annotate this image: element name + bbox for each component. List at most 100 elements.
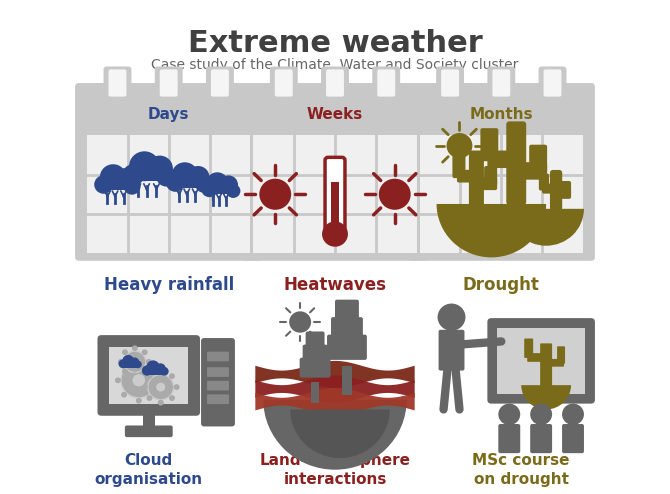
FancyBboxPatch shape: [312, 381, 319, 404]
Circle shape: [147, 156, 173, 181]
Circle shape: [530, 404, 552, 425]
FancyBboxPatch shape: [487, 67, 515, 98]
FancyBboxPatch shape: [159, 69, 178, 97]
Circle shape: [562, 404, 584, 425]
FancyBboxPatch shape: [147, 370, 164, 375]
Circle shape: [172, 163, 198, 188]
FancyBboxPatch shape: [104, 183, 132, 190]
Circle shape: [146, 359, 152, 365]
Circle shape: [155, 363, 165, 373]
FancyBboxPatch shape: [241, 83, 429, 261]
FancyBboxPatch shape: [521, 162, 547, 180]
FancyBboxPatch shape: [331, 317, 363, 342]
FancyBboxPatch shape: [331, 182, 339, 228]
Circle shape: [169, 373, 175, 379]
FancyBboxPatch shape: [104, 67, 131, 98]
FancyBboxPatch shape: [143, 412, 155, 429]
FancyBboxPatch shape: [342, 366, 352, 395]
FancyBboxPatch shape: [245, 97, 425, 131]
Circle shape: [100, 164, 127, 190]
Circle shape: [132, 372, 138, 378]
Text: Cloud
organisation: Cloud organisation: [94, 453, 203, 487]
Circle shape: [115, 168, 138, 190]
FancyBboxPatch shape: [275, 69, 293, 97]
FancyBboxPatch shape: [125, 425, 173, 437]
FancyBboxPatch shape: [123, 363, 138, 368]
Circle shape: [157, 369, 163, 374]
FancyBboxPatch shape: [439, 330, 464, 370]
Circle shape: [498, 404, 520, 425]
Circle shape: [121, 363, 127, 369]
Text: Heatwaves: Heatwaves: [283, 276, 387, 294]
FancyBboxPatch shape: [321, 67, 349, 98]
FancyBboxPatch shape: [539, 67, 566, 98]
FancyBboxPatch shape: [79, 97, 259, 131]
FancyBboxPatch shape: [207, 367, 229, 377]
FancyBboxPatch shape: [479, 177, 497, 190]
FancyBboxPatch shape: [98, 335, 200, 416]
FancyBboxPatch shape: [530, 424, 552, 453]
FancyBboxPatch shape: [207, 352, 229, 361]
Circle shape: [134, 361, 142, 368]
FancyBboxPatch shape: [201, 338, 235, 426]
Circle shape: [187, 166, 210, 188]
Circle shape: [123, 164, 145, 186]
Circle shape: [202, 182, 217, 197]
FancyBboxPatch shape: [487, 151, 511, 168]
FancyBboxPatch shape: [542, 184, 555, 194]
Circle shape: [136, 357, 142, 363]
Circle shape: [219, 175, 238, 194]
FancyBboxPatch shape: [529, 145, 547, 173]
Wedge shape: [437, 204, 546, 257]
FancyBboxPatch shape: [411, 97, 591, 131]
FancyBboxPatch shape: [211, 69, 229, 97]
Circle shape: [131, 358, 139, 366]
Circle shape: [195, 176, 212, 193]
Circle shape: [157, 377, 163, 383]
Circle shape: [322, 221, 348, 247]
FancyBboxPatch shape: [557, 346, 565, 364]
Circle shape: [226, 184, 241, 198]
FancyBboxPatch shape: [550, 359, 564, 367]
Circle shape: [130, 358, 139, 367]
Circle shape: [119, 359, 127, 368]
Circle shape: [115, 377, 121, 383]
Circle shape: [133, 374, 145, 386]
Circle shape: [438, 303, 466, 331]
FancyBboxPatch shape: [540, 343, 552, 386]
Circle shape: [151, 392, 157, 398]
FancyBboxPatch shape: [507, 122, 526, 205]
Circle shape: [446, 133, 472, 158]
FancyBboxPatch shape: [539, 173, 549, 191]
Text: Land-atmosphere
interactions: Land-atmosphere interactions: [259, 453, 411, 487]
FancyBboxPatch shape: [469, 151, 484, 207]
Circle shape: [94, 175, 113, 194]
Text: Drought: Drought: [463, 276, 540, 294]
Circle shape: [206, 172, 228, 194]
FancyBboxPatch shape: [561, 181, 571, 196]
Circle shape: [151, 363, 157, 369]
Circle shape: [142, 366, 152, 375]
FancyBboxPatch shape: [270, 67, 297, 98]
FancyBboxPatch shape: [207, 394, 229, 404]
FancyBboxPatch shape: [133, 173, 166, 181]
FancyBboxPatch shape: [87, 135, 251, 253]
Circle shape: [118, 359, 124, 365]
FancyBboxPatch shape: [480, 128, 498, 161]
Circle shape: [147, 395, 153, 401]
FancyBboxPatch shape: [527, 353, 542, 362]
FancyBboxPatch shape: [176, 181, 204, 188]
Circle shape: [159, 367, 169, 375]
FancyBboxPatch shape: [109, 347, 188, 404]
Circle shape: [121, 363, 157, 398]
FancyBboxPatch shape: [373, 67, 400, 98]
Circle shape: [148, 374, 174, 400]
FancyBboxPatch shape: [155, 67, 183, 98]
FancyBboxPatch shape: [253, 135, 417, 253]
FancyBboxPatch shape: [492, 69, 511, 97]
FancyBboxPatch shape: [487, 318, 595, 404]
FancyBboxPatch shape: [206, 67, 234, 98]
Text: Extreme weather: Extreme weather: [188, 29, 482, 58]
Circle shape: [259, 179, 291, 210]
Wedge shape: [509, 209, 584, 246]
